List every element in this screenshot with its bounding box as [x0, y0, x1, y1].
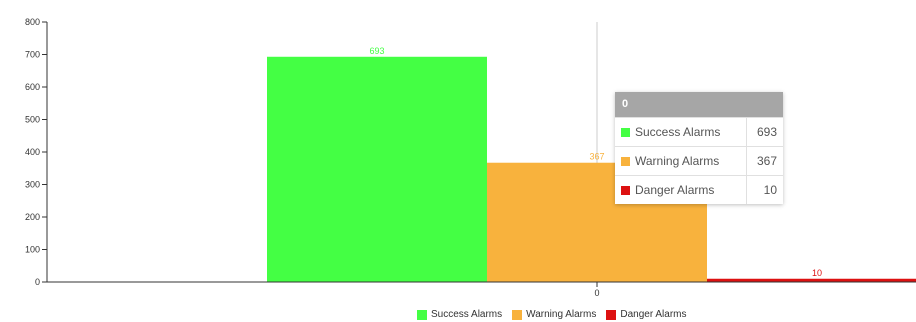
tooltip-value-success: 693 [746, 117, 783, 147]
y-tick-label: 700 [25, 50, 40, 60]
legend-item-danger[interactable]: Danger Alarms [606, 309, 687, 320]
success-legend-swatch-icon [417, 309, 427, 320]
y-tick-label: 800 [25, 17, 40, 27]
y-tick-label: 500 [25, 115, 40, 125]
y-tick-label: 200 [25, 212, 40, 222]
bar-success[interactable] [267, 56, 487, 283]
x-axis: 0 [47, 281, 916, 298]
data-label-warning: 367 [589, 152, 604, 162]
tooltip-value-danger: 10 [746, 175, 783, 204]
legend-label-warning: Warning Alarms [526, 309, 597, 320]
legend-item-success[interactable]: Success Alarms [417, 309, 502, 320]
warning-legend-swatch-icon [512, 309, 523, 320]
data-label-success: 693 [369, 46, 384, 56]
tooltip-row-warning: Warning Alarms 367 [615, 146, 783, 176]
data-label-danger: 10 [812, 268, 822, 278]
tooltip-row-danger: Danger Alarms 10 [615, 175, 783, 204]
y-tick-label: 300 [25, 180, 40, 190]
x-tick-label: 0 [594, 288, 599, 298]
legend: Success Alarms Warning Alarms Danger Ala… [417, 307, 697, 322]
legend-label-success: Success Alarms [431, 309, 503, 320]
tooltip-table: Success Alarms 693 Warning Alarms 367 Da… [615, 117, 783, 204]
tooltip: 0 Success Alarms 693 Warning Alarms 367 … [615, 92, 783, 204]
tooltip-row-success: Success Alarms 693 [615, 117, 783, 147]
danger-legend-swatch-icon [606, 309, 617, 320]
danger-swatch-icon [621, 186, 630, 195]
y-tick-label: 600 [25, 82, 40, 92]
success-swatch-icon [621, 128, 630, 137]
bar-danger[interactable] [707, 278, 916, 282]
legend-item-warning[interactable]: Warning Alarms [512, 309, 596, 320]
tooltip-label-danger: Danger Alarms [635, 183, 715, 197]
tooltip-label-warning: Warning Alarms [635, 154, 720, 168]
legend-label-danger: Danger Alarms [620, 309, 687, 320]
y-tick-label: 100 [25, 245, 40, 255]
warning-swatch-icon [621, 157, 630, 166]
y-axis: 0 100 200 300 400 500 600 700 800 [25, 17, 48, 287]
y-tick-label: 400 [25, 147, 40, 157]
tooltip-title: 0 [615, 92, 783, 117]
tooltip-label-success: Success Alarms [635, 125, 721, 139]
tooltip-value-warning: 367 [746, 146, 783, 176]
y-tick-label: 0 [35, 277, 40, 287]
bars [267, 56, 916, 283]
